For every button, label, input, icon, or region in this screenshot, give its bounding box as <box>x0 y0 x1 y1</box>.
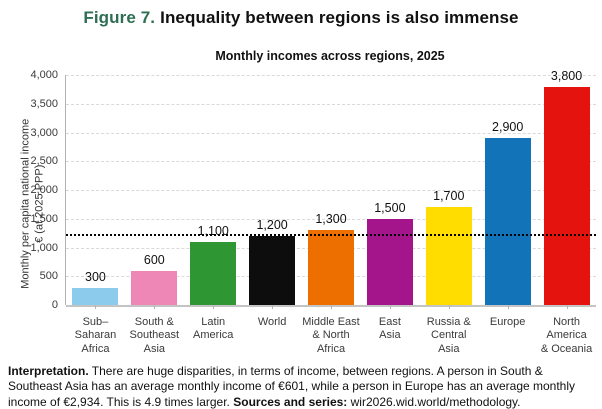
interpretation-body: There are huge disparities, in terms of … <box>8 364 576 409</box>
bar-sub-saharan-africa <box>72 287 119 305</box>
x-axis-tick <box>213 305 215 309</box>
caption: Interpretation. There are huge dispariti… <box>8 364 597 409</box>
y-tick-label: 2,000 <box>30 184 58 196</box>
x-axis-tick <box>95 305 97 309</box>
y-axis-label-line2: € (at 2025 PPP) <box>33 164 45 243</box>
x-tick-label: South & Southeast Asia <box>129 316 180 355</box>
y-tick-label: 0 <box>51 299 58 311</box>
plot-area: 0 500 1,000 1,500 2,000 2,500 3,000 3,500 4,000 3… <box>30 69 596 355</box>
sources-label: Sources and series: <box>233 394 348 409</box>
y-tick-label: 4,000 <box>30 69 58 81</box>
gridline <box>66 103 596 105</box>
bar-value-label: 3,800 <box>550 68 583 83</box>
y-tick-label: 3,000 <box>30 126 58 139</box>
chart-title: Monthly incomes across regions, 2025 <box>215 49 445 63</box>
x-tick-label: Latin America <box>193 316 234 342</box>
gridline <box>66 218 596 220</box>
x-axis-tick <box>331 305 332 309</box>
bar-value-label: 1,500 <box>374 200 406 215</box>
x-tick-label: Sub– Saharan Africa <box>74 316 117 355</box>
x-tick-label: East Asia <box>378 316 401 342</box>
x-tick-label: Russia & Central Asia <box>426 316 471 355</box>
bar-south-southeast-asia <box>131 270 178 305</box>
methodology-link[interactable]: wir2026.wid.world/methodology. <box>350 394 521 409</box>
figure-number: Figure 7. <box>83 8 156 27</box>
x-axis-tick <box>566 305 568 309</box>
y-tick-label: 3,500 <box>30 97 58 110</box>
world-average-reference-line <box>66 234 596 236</box>
gridline <box>66 75 596 76</box>
bar-value-label: 1,700 <box>433 189 465 204</box>
y-tick-label: 2,500 <box>30 155 58 168</box>
bar-value-label: 1,200 <box>256 218 288 232</box>
bar-east-asia <box>366 218 413 305</box>
y-axis-label: Monthly per capita national income € (at… <box>19 114 47 294</box>
bar-world <box>249 236 296 305</box>
gridline <box>66 161 596 163</box>
bar-europe <box>484 138 531 305</box>
x-tick-label: Europe <box>489 316 526 328</box>
x-axis-tick <box>154 305 156 309</box>
x-axis-tick <box>389 305 391 309</box>
x-tick-label: North America & Oceania <box>540 316 593 355</box>
bar-value-label: 1,300 <box>315 212 347 227</box>
x-axis-tick <box>507 305 509 309</box>
figure-title: Figure 7. Inequality between regions is a… <box>0 8 602 28</box>
bar-middle-east-north-africa <box>308 230 354 305</box>
y-tick-label: 500 <box>39 270 58 283</box>
bar-north-america-oceania <box>543 86 590 305</box>
bar-value-label: 600 <box>143 252 165 267</box>
bar-latin-america <box>190 241 237 305</box>
bar-value-label: 300 <box>85 269 106 284</box>
gridline <box>66 132 596 134</box>
y-tick-label: 1,000 <box>30 241 58 254</box>
y-tick-label: 1,500 <box>30 212 58 225</box>
x-axis-tick <box>448 305 450 309</box>
bar-value-label: 2,900 <box>492 120 524 135</box>
y-axis-label-line1: Monthly per capita national income <box>19 118 32 289</box>
gridline <box>66 190 596 191</box>
interpretation-label: Interpretation. <box>8 364 89 378</box>
figure-title-text: Inequality between regions is also immen… <box>160 8 519 27</box>
x-tick-label: Middle East & North Africa <box>302 316 360 355</box>
bar-russia-central-asia <box>425 207 472 305</box>
x-axis-tick <box>272 305 274 309</box>
x-tick-label: World <box>257 316 287 328</box>
